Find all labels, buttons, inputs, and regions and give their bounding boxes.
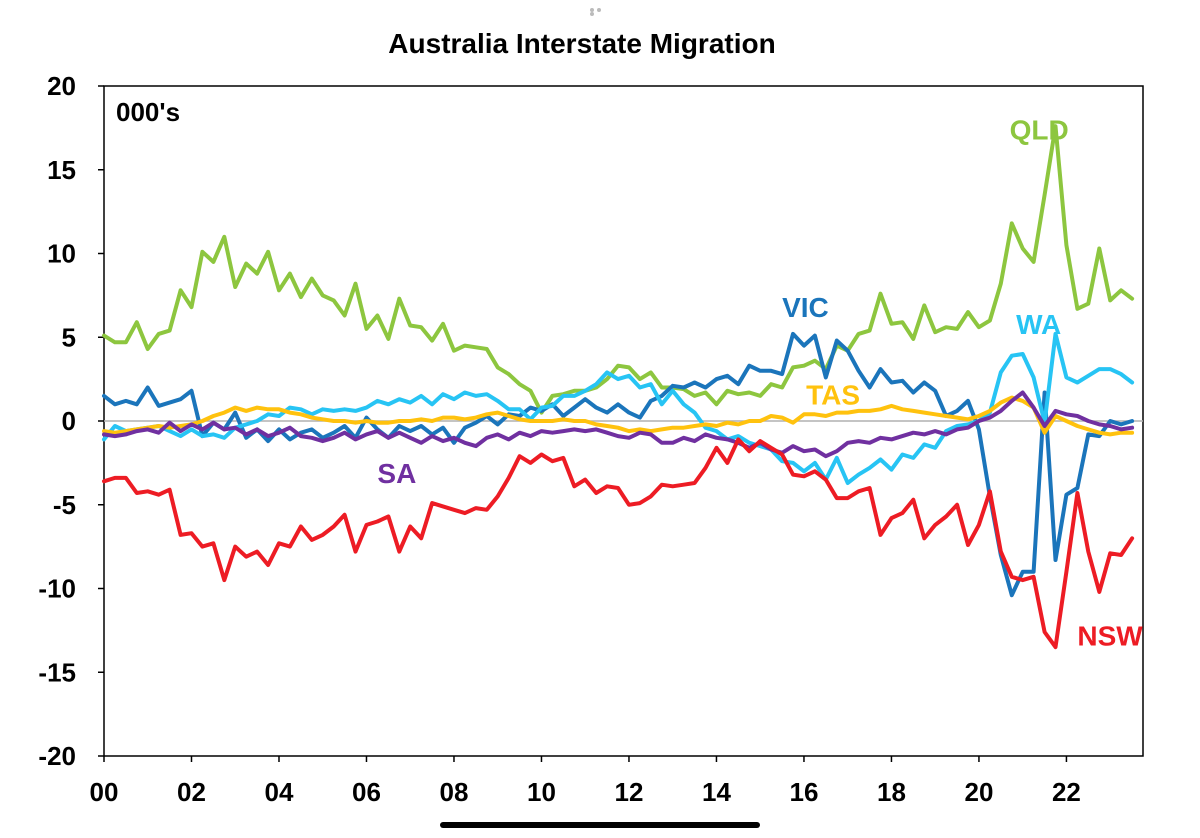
- y-tick-label: 5: [62, 322, 76, 352]
- y-tick-label: -5: [53, 490, 76, 520]
- y-tick-label: -15: [38, 657, 76, 687]
- series-lines: [102, 124, 1135, 650]
- x-tick-label: 04: [265, 777, 294, 807]
- x-tick-label: 22: [1052, 777, 1081, 807]
- window-grabber-dots: [590, 8, 610, 16]
- x-tick-label: 00: [90, 777, 119, 807]
- series-label-nsw: NSW: [1077, 620, 1143, 651]
- home-indicator[interactable]: [440, 822, 760, 828]
- series-line-wa: [102, 331, 1135, 485]
- series-label-vic: VIC: [782, 292, 829, 323]
- series-label-tas: TAS: [806, 379, 860, 410]
- x-tick-label: 18: [877, 777, 906, 807]
- series-label-sa: SA: [377, 458, 416, 489]
- series-label-wa: WA: [1016, 309, 1061, 340]
- x-tick-label: 02: [177, 777, 206, 807]
- series-label-qld: QLD: [1010, 115, 1069, 146]
- series-line-nsw: [102, 437, 1135, 650]
- series-labels: QLD VIC WA TAS SA NSW: [377, 115, 1143, 652]
- series-line-sa: [102, 390, 1135, 459]
- x-axis: 00 02 04 06 08 10 12 14 16 18 20 22: [90, 756, 1081, 807]
- y-tick-label: 0: [62, 406, 76, 436]
- x-tick-label: 08: [440, 777, 469, 807]
- x-tick-label: 12: [615, 777, 644, 807]
- series-line-tas: [102, 395, 1135, 437]
- y-tick-label: -10: [38, 574, 76, 604]
- x-tick-label: 06: [352, 777, 381, 807]
- x-tick-label: 10: [527, 777, 556, 807]
- x-tick-label: 20: [964, 777, 993, 807]
- x-tick-label: 16: [789, 777, 818, 807]
- series-line-qld: [102, 124, 1135, 415]
- y-tick-label: 15: [47, 155, 76, 185]
- y-tick-label: 20: [47, 71, 76, 101]
- y-tick-label: -20: [38, 741, 76, 771]
- y-tick-label: 10: [47, 239, 76, 269]
- x-tick-label: 14: [702, 777, 731, 807]
- chart-title: Australia Interstate Migration: [388, 28, 775, 59]
- y-axis: 20 15 10 5 0 -5 -10 -15 -20: [38, 71, 104, 771]
- unit-label: 000's: [116, 97, 180, 127]
